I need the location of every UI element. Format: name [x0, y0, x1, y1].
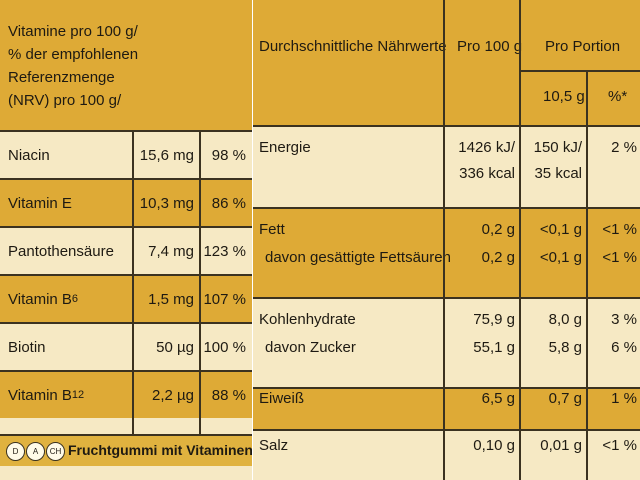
vitamin-amount: 10,3 mg — [139, 194, 194, 212]
nutrition-table-header: Durchschnittliche Nährwerte Pro 100 g Pr… — [253, 0, 640, 125]
nutrient-label: Fett — [259, 221, 285, 238]
divider — [0, 226, 252, 228]
vitamin-percent: 88 % — [211, 386, 246, 404]
nutrition-row: Energie 1426 kJ/336 kcal 150 kJ/35 kcal 2 % — [253, 127, 640, 207]
divider — [0, 370, 252, 372]
vitamin-header-line: % der empfohlenen Referenzmenge — [8, 46, 139, 86]
divider — [253, 297, 640, 299]
per-portion-value: 35 kcal — [534, 165, 582, 182]
vitamin-row: Vitamin B 12 2,2 µg 88 % — [0, 372, 252, 418]
per-100g-value: 336 kcal — [459, 165, 515, 182]
vitamin-name: Niacin — [8, 146, 50, 164]
vitamin-name: Vitamin B — [8, 290, 72, 308]
vitamin-amount: 1,5 mg — [148, 290, 194, 308]
percent-ri-value: <1 % — [602, 437, 637, 454]
percent-ri-value: <1 % — [602, 221, 637, 238]
divider — [199, 130, 201, 436]
vitamin-table-header: Vitamine pro 100 g/ % der empfohlenen Re… — [0, 0, 252, 130]
divider — [132, 130, 134, 436]
vitamin-name: Pantothensäure — [8, 242, 114, 260]
vitamin-amount: 2,2 µg — [151, 386, 194, 404]
nutrient-label: davon gesättigte Fettsäuren — [265, 249, 451, 266]
country-badge-a: A — [26, 442, 45, 461]
portion-size: 10,5 g — [543, 88, 585, 105]
bottom-strip — [0, 466, 252, 480]
divider — [586, 70, 588, 480]
divider — [0, 274, 252, 276]
divider — [0, 322, 252, 324]
country-badge-ch: CH — [46, 442, 65, 461]
nutrition-row: Kohlenhydrate davon Zucker 75,9 g 55,1 g 8,0… — [253, 299, 640, 387]
divider — [443, 0, 445, 480]
per-100g-value: 55,1 g — [473, 339, 515, 356]
nutrient-label: Kohlenhydrate — [259, 311, 356, 328]
per-100g-value: 0,2 g — [481, 221, 515, 238]
vitamin-name: Vitamin E — [8, 194, 72, 212]
per-100g-header: Pro 100 g — [457, 38, 523, 55]
nutrient-label: Eiweiß — [259, 390, 305, 407]
divider — [519, 0, 521, 480]
nutrition-row: Fett davon gesättigte Fettsäuren 0,2 g 0,2 … — [253, 209, 640, 297]
vitamin-header-line: Vitamine pro 100 g/ — [8, 23, 138, 40]
divider — [0, 130, 252, 132]
percent-ri-value: 6 % — [611, 339, 637, 356]
vitamin-name: Biotin — [8, 338, 46, 356]
vitamin-amount: 7,4 mg — [148, 242, 194, 260]
vitamin-row: Vitamin B 6 1,5 mg 107 % — [0, 276, 252, 322]
country-badge-d: D — [6, 442, 25, 461]
vitamin-name: Vitamin B — [8, 386, 72, 404]
per-100g-value: 0,2 g — [481, 249, 515, 266]
vitamin-amount: 50 µg — [156, 338, 194, 356]
product-banner: D A CH Fruchtgummi mit Vitaminen — [0, 436, 252, 466]
vitamin-header-line: (NRV) pro 100 g/ — [8, 92, 122, 109]
nutrient-label: davon Zucker — [265, 339, 356, 356]
percent-ri-value: 2 % — [611, 139, 637, 156]
divider — [519, 70, 640, 72]
nutrition-row: Eiweiß 6,5 g 0,7 g 1 % — [253, 389, 640, 429]
per-100g-value: 1426 kJ/ — [458, 139, 515, 156]
vitamin-percent: 98 % — [211, 146, 246, 164]
vitamin-percent: 86 % — [211, 194, 246, 212]
nutrition-row: Salz 0,10 g 0,01 g <1 % — [253, 431, 640, 480]
vitamin-subscript: 12 — [71, 389, 85, 401]
nutrition-table: Durchschnittliche Nährwerte Pro 100 g Pr… — [253, 0, 640, 480]
divider — [253, 429, 640, 431]
vitamin-row: Vitamin E 10,3 mg 86 % — [0, 180, 252, 226]
nutrient-label: Salz — [259, 437, 289, 454]
vitamin-percent: 107 % — [203, 290, 246, 308]
vitamin-percent: 100 % — [203, 338, 246, 356]
per-portion-value: <0,1 g — [539, 249, 582, 266]
vitamin-table: Vitamine pro 100 g/ % der empfohlenen Re… — [0, 0, 252, 480]
per-portion-value: 8,0 g — [548, 311, 582, 328]
divider — [253, 387, 640, 389]
percent-ri-value: <1 % — [602, 249, 637, 266]
vitamin-row: Niacin 15,6 mg 98 % — [0, 132, 252, 178]
vitamin-row: Pantothensäure 7,4 mg 123 % — [0, 228, 252, 274]
per-portion-header: Pro Portion — [545, 38, 621, 55]
nutrition-title: Durchschnittliche Nährwerte — [259, 38, 447, 55]
per-portion-value: 0,7 g — [548, 390, 582, 407]
per-100g-value: 6,5 g — [481, 390, 515, 407]
per-portion-value: <0,1 g — [539, 221, 582, 238]
per-portion-value: 150 kJ/ — [533, 139, 582, 156]
divider — [0, 178, 252, 180]
nutrient-label: Energie — [259, 139, 311, 156]
per-100g-value: 0,10 g — [473, 437, 515, 454]
vitamin-row: Biotin 50 µg 100 % — [0, 324, 252, 370]
vitamin-percent: 123 % — [203, 242, 246, 260]
percent-ri-value: 1 % — [611, 390, 637, 407]
percent-ri-value: 3 % — [611, 311, 637, 328]
product-name: Fruchtgummi mit Vitaminen — [68, 442, 252, 458]
vitamin-amount: 15,6 mg — [139, 146, 194, 164]
divider — [0, 434, 252, 436]
per-100g-value: 75,9 g — [473, 311, 515, 328]
vitamin-subscript: 6 — [71, 293, 79, 305]
divider — [253, 207, 640, 209]
per-portion-value: 5,8 g — [548, 339, 582, 356]
divider — [253, 125, 640, 127]
per-portion-value: 0,01 g — [540, 437, 582, 454]
percent-ri-header: %* — [608, 88, 628, 105]
